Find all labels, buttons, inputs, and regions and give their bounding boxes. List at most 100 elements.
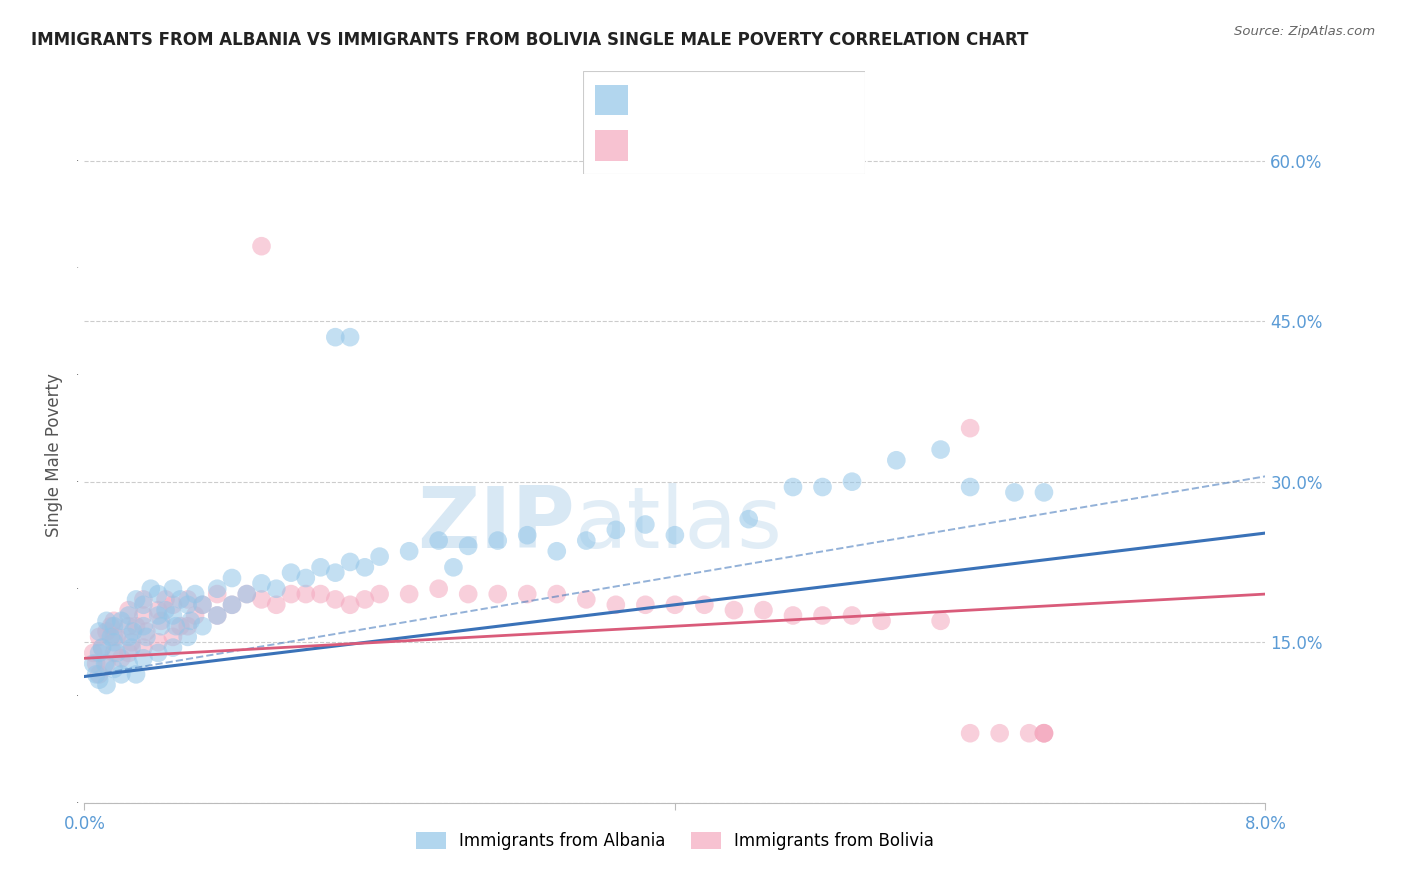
Text: Source: ZipAtlas.com: Source: ZipAtlas.com [1234, 25, 1375, 38]
Point [398, 544, 420, 558]
Point [191, 598, 214, 612]
Point [169, 619, 191, 633]
Point [235, 587, 259, 601]
Point [148, 587, 170, 601]
Point [121, 640, 143, 655]
Point [221, 598, 243, 612]
Point [443, 560, 465, 574]
Point [841, 475, 863, 489]
Legend: Immigrants from Albania, Immigrants from Bolivia: Immigrants from Albania, Immigrants from… [409, 826, 941, 857]
FancyBboxPatch shape [595, 85, 628, 115]
Text: N =: N = [752, 137, 782, 153]
Point [177, 592, 200, 607]
Point [486, 587, 509, 601]
Point [929, 614, 952, 628]
Point [575, 592, 598, 607]
Point [177, 630, 200, 644]
Point [325, 592, 347, 607]
Point [1004, 485, 1026, 500]
Point [486, 533, 509, 548]
Point [870, 614, 893, 628]
Point [354, 592, 377, 607]
Point [150, 614, 173, 628]
Point [264, 582, 288, 596]
Point [295, 571, 318, 585]
Point [82, 646, 104, 660]
Point [100, 619, 122, 633]
Text: ZIP: ZIP [416, 483, 575, 566]
Point [929, 442, 952, 457]
Point [177, 598, 200, 612]
Point [339, 555, 361, 569]
Point [546, 544, 568, 558]
Point [184, 587, 207, 601]
Point [1018, 726, 1040, 740]
Text: 80: 80 [797, 91, 820, 109]
Point [339, 330, 361, 344]
Point [457, 539, 479, 553]
Point [118, 603, 141, 617]
Point [105, 630, 128, 644]
Point [91, 640, 114, 655]
Text: 0.132: 0.132 [690, 136, 742, 154]
Point [264, 598, 288, 612]
Point [1033, 726, 1056, 740]
Point [103, 646, 125, 660]
Point [280, 587, 302, 601]
Point [235, 587, 259, 601]
Point [959, 421, 981, 435]
Point [162, 608, 184, 623]
Point [132, 598, 155, 612]
Point [87, 673, 111, 687]
Point [664, 598, 686, 612]
Point [135, 630, 157, 644]
Point [605, 598, 627, 612]
FancyBboxPatch shape [583, 71, 865, 174]
Point [354, 560, 377, 574]
Point [180, 614, 202, 628]
Point [1033, 726, 1056, 740]
Point [575, 533, 598, 548]
Point [309, 560, 332, 574]
Point [634, 517, 657, 532]
Point [165, 619, 187, 633]
Point [184, 608, 207, 623]
Text: R =: R = [643, 93, 671, 108]
Point [155, 592, 177, 607]
Point [96, 624, 118, 639]
Point [96, 657, 118, 671]
Point [103, 635, 125, 649]
Point [103, 619, 125, 633]
Text: N =: N = [752, 93, 782, 108]
Text: 0.335: 0.335 [690, 91, 742, 109]
Point [280, 566, 302, 580]
Point [148, 646, 170, 660]
Point [103, 630, 125, 644]
Point [221, 571, 243, 585]
Point [122, 624, 145, 639]
Point [207, 608, 229, 623]
Point [118, 608, 141, 623]
Point [87, 624, 111, 639]
Point [250, 592, 273, 607]
FancyBboxPatch shape [595, 130, 628, 161]
Point [169, 592, 191, 607]
Point [782, 608, 804, 623]
Point [295, 587, 318, 601]
Point [110, 667, 132, 681]
Point [125, 619, 148, 633]
Point [664, 528, 686, 542]
Point [125, 592, 148, 607]
Point [125, 667, 148, 681]
Point [177, 619, 200, 633]
Point [84, 657, 107, 671]
Point [132, 608, 155, 623]
Point [139, 582, 162, 596]
Point [207, 582, 229, 596]
Point [118, 657, 141, 671]
Point [84, 667, 107, 681]
Point [162, 582, 184, 596]
Point [738, 512, 761, 526]
Point [339, 598, 361, 612]
Point [546, 587, 568, 601]
